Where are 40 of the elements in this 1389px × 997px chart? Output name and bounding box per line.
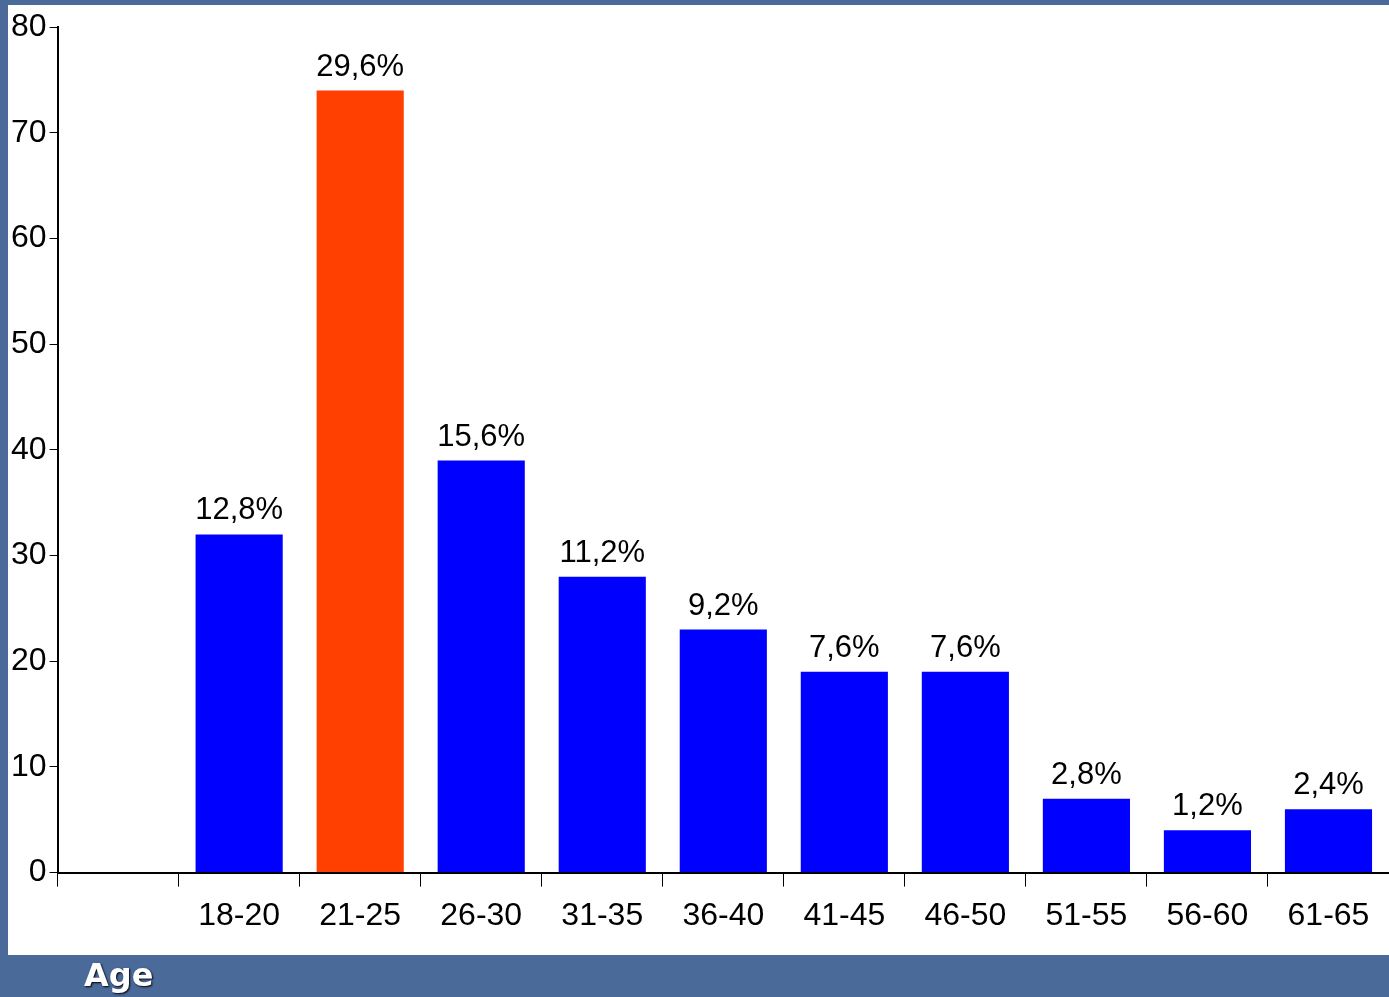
x-tick-label: 26-30 [440,895,523,932]
x-tick-label: 41-45 [803,895,886,932]
bar [800,671,888,873]
annotation: 7,6% [809,628,880,664]
x-tick-label: 51-55 [1045,895,1128,932]
annotation: 9,2% [687,586,759,622]
bar [1042,798,1130,873]
annotation: 12,8% [195,491,284,527]
annotation: 11,2% [559,533,646,569]
y-tick-label: 50 [11,324,47,361]
x-axis-title: Age [84,956,154,994]
y-tick-label: 10 [11,746,47,783]
annotation: 2,8% [1051,755,1122,791]
annotation: 1,2% [1172,787,1243,823]
bar [921,671,1009,873]
annotation: 29,6% [316,47,405,83]
x-tick-label: 56-60 [1166,895,1249,932]
x-tick-label: 36-40 [682,895,765,932]
y-tick-label: 20 [11,641,47,678]
y-tick-label: 60 [11,218,47,255]
bar [1163,830,1252,873]
x-tick-label: 46-50 [924,895,1007,932]
annotation: 2,4% [1293,766,1364,802]
bar [316,90,404,873]
x-tick-label: 31-35 [561,895,644,932]
bar [195,534,283,873]
bar [1284,809,1373,873]
bar [679,629,767,873]
x-tick-label: 61-65 [1287,895,1370,932]
bar [437,460,525,873]
y-tick-label: 70 [11,112,47,149]
annotation: 7,6% [930,628,1001,664]
x-tick-label: 18-20 [198,895,281,932]
x-tick-label: 21-25 [319,895,402,932]
y-tick-label: 40 [11,429,47,466]
y-tick-label: 30 [11,535,47,572]
y-tick-label: 0 [28,852,47,889]
bar [558,576,646,873]
y-tick-label: 80 [11,7,47,44]
annotation: 15,6% [437,417,526,453]
